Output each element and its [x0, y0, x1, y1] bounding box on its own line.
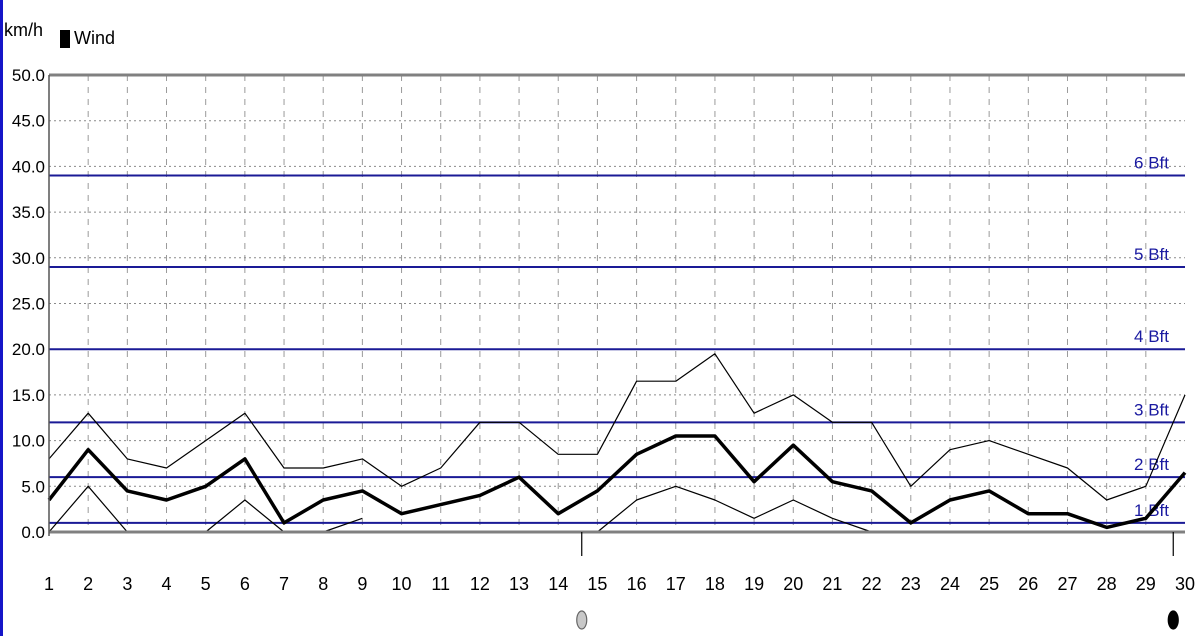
series-line-2 — [48, 485, 128, 533]
x-tick-label: 6 — [240, 574, 250, 594]
legend-label-wind: Wind — [74, 28, 116, 48]
x-tick-label: 18 — [705, 574, 725, 594]
beaufort-label: 5 Bft — [1134, 245, 1169, 264]
x-tick-label: 5 — [201, 574, 211, 594]
x-tick-label: 10 — [392, 574, 412, 594]
beaufort-label: 6 Bft — [1134, 154, 1169, 173]
x-tick-label: 30 — [1175, 574, 1195, 594]
new-moon-icon — [1167, 610, 1179, 630]
x-tick-label: 15 — [587, 574, 607, 594]
beaufort-label: 2 Bft — [1134, 455, 1169, 474]
y-tick-label: 30.0 — [12, 249, 45, 268]
x-tick-label: 8 — [318, 574, 328, 594]
y-tick-label: 20.0 — [12, 340, 45, 359]
beaufort-label: 4 Bft — [1134, 327, 1169, 346]
y-tick-label: 40.0 — [12, 157, 45, 176]
x-tick-label: 28 — [1097, 574, 1117, 594]
x-tick-label: 14 — [548, 574, 568, 594]
y-tick-label: 10.0 — [12, 432, 45, 451]
x-tick-label: 9 — [357, 574, 367, 594]
x-tick-label: 25 — [979, 574, 999, 594]
x-tick-label: 16 — [627, 574, 647, 594]
series-layer — [47, 353, 1187, 533]
y-tick-label: 35.0 — [12, 203, 45, 222]
y-axis-unit-label: km/h — [4, 20, 44, 40]
x-tick-label: 4 — [162, 574, 172, 594]
x-tick-label: 17 — [666, 574, 686, 594]
x-tick-label: 21 — [822, 574, 842, 594]
x-tick-label: 22 — [862, 574, 882, 594]
legend-swatch-wind — [60, 29, 70, 48]
series-line-2 — [597, 485, 872, 533]
axes-layer: 0.0 5.0 10.0 15.0 20.0 25.0 30.0 35.0 40.0 45.0 50… — [12, 66, 1195, 594]
x-tick-label: 24 — [940, 574, 960, 594]
series-line-2 — [205, 499, 363, 533]
x-tick-label: 1 — [44, 574, 54, 594]
chart-legend: Wind — [60, 28, 115, 49]
x-tick-label: 13 — [509, 574, 529, 594]
x-tick-label: 3 — [122, 574, 132, 594]
beaufort-label: 3 Bft — [1134, 400, 1169, 419]
x-tick-label: 29 — [1136, 574, 1156, 594]
x-tick-label: 11 — [431, 574, 450, 594]
full-moon-icon — [576, 610, 588, 630]
y-tick-label: 0.0 — [21, 523, 45, 542]
grid-layer — [49, 75, 1185, 532]
x-tick-label: 20 — [783, 574, 803, 594]
y-tick-label: 5.0 — [21, 477, 45, 496]
y-tick-label: 45.0 — [12, 112, 45, 131]
x-tick-label: 19 — [744, 574, 764, 594]
y-tick-label: 15.0 — [12, 386, 45, 405]
moon-layer — [576, 532, 1179, 630]
x-tick-label: 27 — [1057, 574, 1077, 594]
x-tick-label: 26 — [1018, 574, 1038, 594]
x-tick-label: 12 — [470, 574, 490, 594]
x-tick-label: 7 — [279, 574, 289, 594]
series-line-1 — [48, 353, 1186, 501]
window-frame-left — [0, 0, 3, 636]
x-tick-label: 23 — [901, 574, 921, 594]
x-tick-label: 2 — [83, 574, 93, 594]
y-tick-label: 50.0 — [12, 66, 45, 85]
y-tick-label: 25.0 — [12, 295, 45, 314]
series-line-0 — [47, 434, 1187, 530]
